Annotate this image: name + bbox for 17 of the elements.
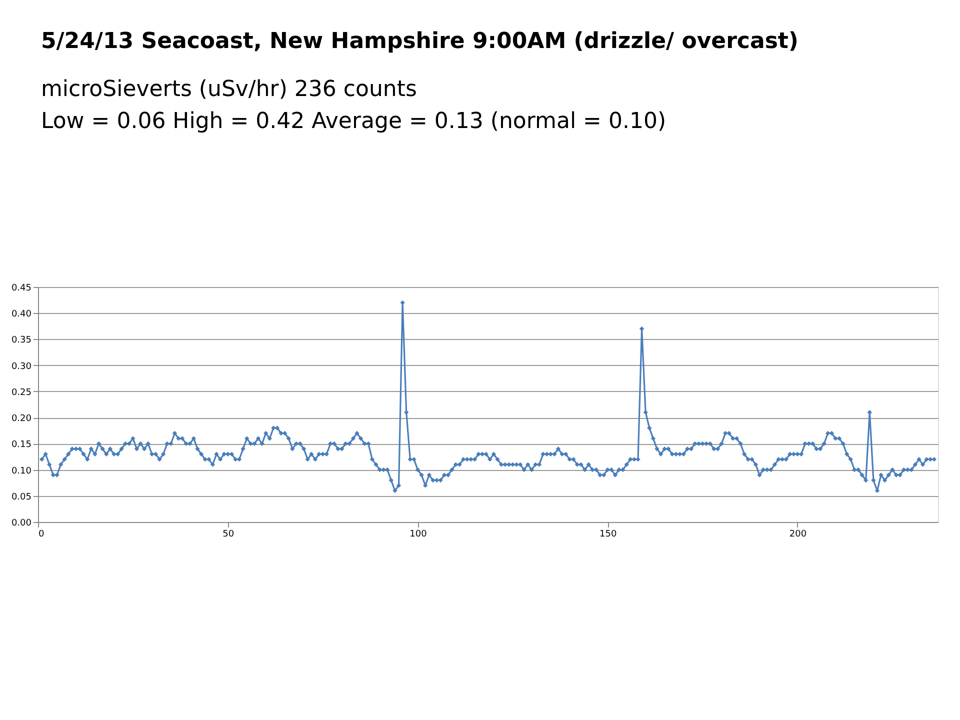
x-tick-label: 50 (222, 530, 234, 540)
x-tick-label: 100 (410, 530, 428, 540)
x-tick-label: 0 (38, 530, 44, 540)
y-tick-label: 0.00 (11, 518, 32, 528)
chart-title: 5/24/13 Seacoast, New Hampshire 9:00AM (drizzle/ overcast) (40, 29, 798, 54)
y-tick-label: 0.35 (11, 336, 32, 346)
y-tick-label: 0.10 (11, 466, 32, 476)
y-tick-label: 0.15 (11, 440, 32, 450)
y-tick-label: 0.20 (11, 414, 32, 424)
y-tick-label: 0.40 (11, 310, 32, 320)
chart-subtitle: microSieverts (uSv/hr) 236 counts Low = 0.06 High = 0.42 Average = 0.13 (normal = 0.10) (40, 77, 666, 134)
y-tick-label: 0.45 (11, 284, 32, 294)
x-tick-label: 150 (600, 530, 617, 540)
y-tick-label: 0.30 (11, 362, 32, 372)
x-tick-label: 200 (789, 530, 807, 540)
y-tick-label: 0.05 (11, 492, 32, 502)
y-tick-label: 0.25 (11, 388, 32, 398)
